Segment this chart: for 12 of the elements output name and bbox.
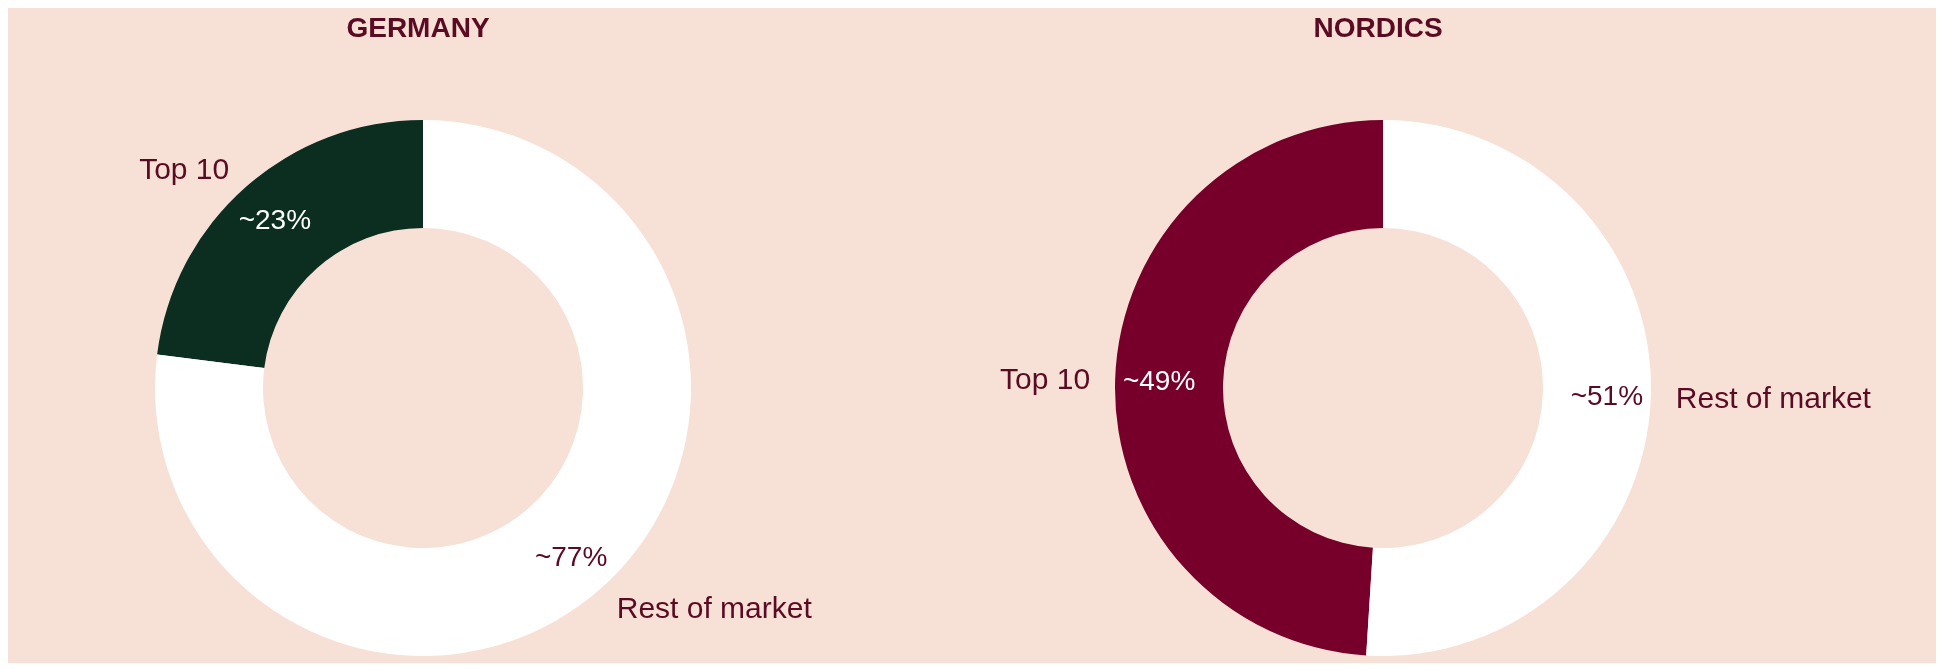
chart-title: GERMANY: [345, 12, 491, 44]
slice-label: Rest of market: [616, 591, 813, 625]
slice-label: Rest of market: [1675, 380, 1872, 414]
chart-title: NORDICS: [1312, 12, 1444, 44]
donut-slice: [1366, 120, 1651, 656]
donut-slice: [1115, 120, 1383, 656]
slice-label: Top 10: [139, 151, 230, 185]
data-label: ~77%: [534, 540, 608, 572]
data-label: ~23%: [238, 204, 312, 236]
data-label: ~51%: [1570, 379, 1644, 411]
slice-label: Top 10: [1000, 362, 1091, 396]
data-label: ~49%: [1122, 365, 1196, 397]
